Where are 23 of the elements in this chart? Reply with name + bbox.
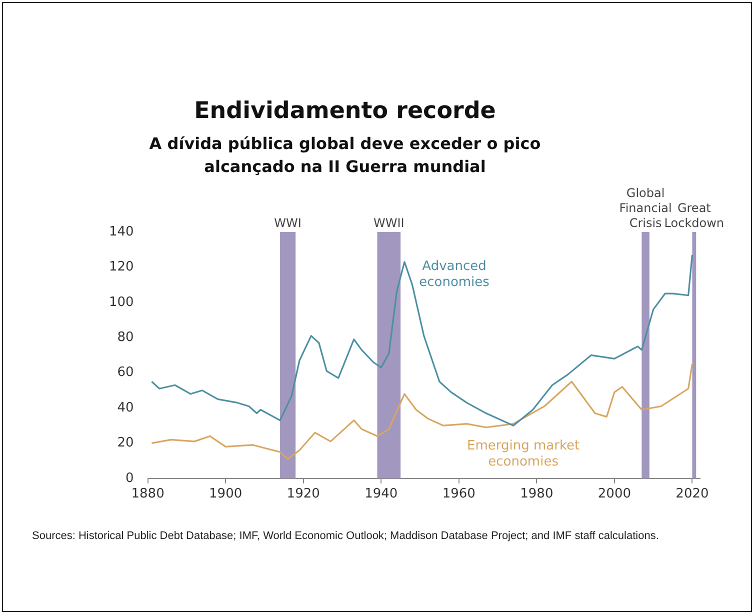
y-tick-label: 20: [117, 436, 134, 451]
y-tick-label: 120: [108, 260, 134, 275]
band-label: WWI: [274, 216, 302, 230]
x-tick-label: 2000: [598, 486, 631, 502]
x-tick-label: 1900: [209, 486, 242, 502]
y-tick-label: 80: [117, 330, 134, 345]
y-tick-label: 140: [108, 224, 134, 240]
series-label: Advanced economies: [419, 258, 490, 290]
x-tick-label: 1960: [442, 486, 476, 502]
y-tick-label: 100: [108, 294, 134, 310]
y-tick-label: 60: [117, 365, 134, 380]
chart-title: Endividamento recorde: [193, 98, 497, 124]
chart-subtitle: A dívida pública global deve exceder o pico alcançado na II Guerra mundial: [148, 133, 542, 178]
x-tick-label: 1880: [131, 486, 164, 502]
source-note: Sources: Historical Public Debt Database; IMF, World Economic Outlook; Maddison Database Project; and IMF staff calculations.: [32, 529, 660, 544]
y-tick-label: 40: [117, 400, 134, 416]
x-tick-label: 2020: [676, 486, 709, 502]
x-tick-label: 1920: [286, 486, 320, 502]
x-tick-label: 1980: [520, 486, 554, 502]
band-label: WWII: [374, 216, 404, 230]
x-tick-label: 1940: [364, 486, 398, 502]
y-tick-label: 0: [126, 470, 134, 486]
series-label: Emerging market economies: [466, 438, 580, 470]
